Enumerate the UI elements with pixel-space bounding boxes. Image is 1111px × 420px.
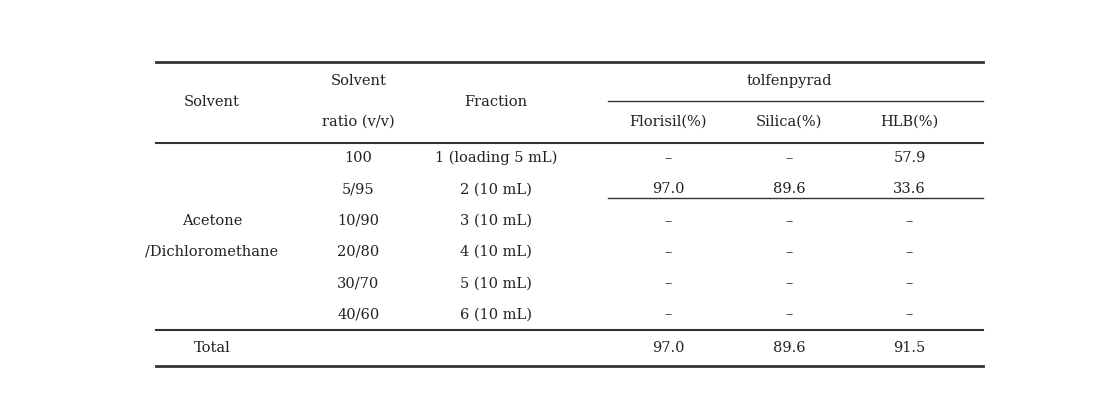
Text: –: – [905,214,913,228]
Text: 97.0: 97.0 [652,341,684,355]
Text: 33.6: 33.6 [893,182,925,197]
Text: 1 (loading 5 mL): 1 (loading 5 mL) [436,151,558,165]
Text: Florisil(%): Florisil(%) [630,115,708,129]
Text: –: – [785,276,792,290]
Text: –: – [905,307,913,322]
Text: 5/95: 5/95 [342,182,374,197]
Text: HLB(%): HLB(%) [880,115,939,129]
Text: 89.6: 89.6 [772,182,805,197]
Text: –: – [785,307,792,322]
Text: 4 (10 mL): 4 (10 mL) [460,245,532,259]
Text: 30/70: 30/70 [338,276,380,290]
Text: –: – [664,214,672,228]
Text: Solvent: Solvent [184,95,240,109]
Text: 89.6: 89.6 [772,341,805,355]
Text: –: – [785,214,792,228]
Text: –: – [664,307,672,322]
Text: 57.9: 57.9 [893,151,925,165]
Text: –: – [785,151,792,165]
Text: –: – [664,276,672,290]
Text: 91.5: 91.5 [893,341,925,355]
Text: –: – [785,245,792,259]
Text: 2 (10 mL): 2 (10 mL) [460,182,532,197]
Text: 5 (10 mL): 5 (10 mL) [460,276,532,290]
Text: –: – [664,245,672,259]
Text: tolfenpyrad: tolfenpyrad [747,74,832,88]
Text: Fraction: Fraction [464,95,528,109]
Text: /Dichloromethane: /Dichloromethane [146,245,279,259]
Text: 40/60: 40/60 [338,307,380,322]
Text: Acetone: Acetone [182,214,242,228]
Text: –: – [664,151,672,165]
Text: –: – [905,245,913,259]
Text: Solvent: Solvent [330,74,387,88]
Text: 97.0: 97.0 [652,182,684,197]
Text: –: – [905,276,913,290]
Text: Silica(%): Silica(%) [755,115,822,129]
Text: 20/80: 20/80 [338,245,380,259]
Text: 3 (10 mL): 3 (10 mL) [460,214,532,228]
Text: 10/90: 10/90 [338,214,380,228]
Text: 6 (10 mL): 6 (10 mL) [460,307,532,322]
Text: 100: 100 [344,151,372,165]
Text: ratio (v/v): ratio (v/v) [322,115,394,129]
Text: Total: Total [193,341,230,355]
